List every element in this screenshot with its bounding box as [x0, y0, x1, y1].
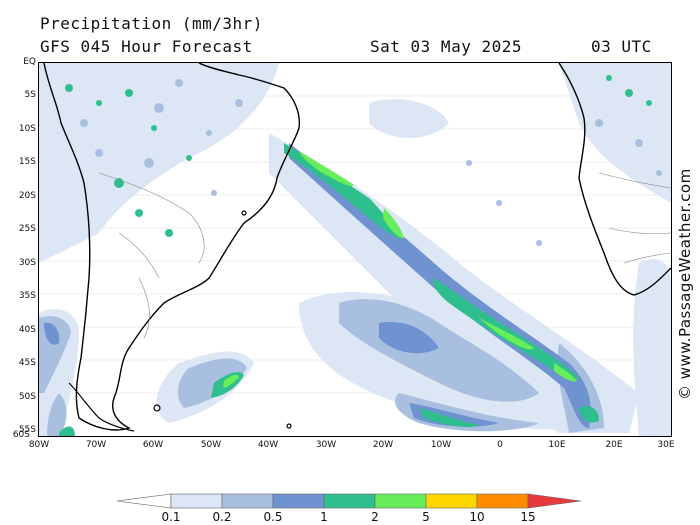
south-america-coastline [43, 63, 301, 431]
colorbar-seg-0 [116, 493, 172, 509]
colorbar-label: 15 [520, 510, 536, 524]
precip-convection [65, 75, 652, 237]
colorbar-label: 0.5 [263, 510, 283, 524]
colorbar-label: 0.2 [212, 510, 232, 524]
islands [68, 210, 292, 432]
lon-label: 70W [85, 440, 107, 450]
lat-label: 55S [18, 425, 36, 435]
forecast-label: GFS 045 Hour Forecast [40, 37, 253, 56]
lon-label: 40W [257, 440, 279, 450]
lat-label: 40S [18, 325, 36, 335]
lat-label: 10S [18, 124, 36, 134]
colorbar-label: 0.1 [161, 510, 181, 524]
lat-label: 60S [12, 430, 30, 440]
colorbar-label: 1 [320, 510, 328, 524]
lat-label: 20S [18, 191, 36, 201]
lon-label: 10W [430, 440, 452, 450]
lon-label: 0 [497, 440, 503, 450]
site-credit: © www.PassageWeather.com [676, 168, 694, 400]
lon-label: 30W [315, 440, 337, 450]
precip-intense [223, 151, 577, 388]
lat-label: 50S [18, 392, 36, 402]
lat-label: 25S [18, 224, 36, 234]
colorbar-seg-5 [374, 493, 427, 509]
map-canvas [39, 63, 671, 436]
colorbar-seg-6 [425, 493, 478, 509]
lon-label: 60W [142, 440, 164, 450]
colorbar-label: 2 [371, 510, 379, 524]
forecast-time: 03 UTC [591, 37, 652, 56]
lon-label: 10E [548, 440, 566, 450]
lat-label: EQ [23, 57, 36, 67]
colorbar-seg-7 [476, 493, 529, 509]
colorbar-seg-1 [170, 493, 223, 509]
lon-label: 50W [200, 440, 222, 450]
colorbar [116, 493, 582, 509]
precipitation-map[interactable] [38, 62, 672, 437]
lat-label: 30S [18, 258, 36, 268]
lon-label: 20E [605, 440, 623, 450]
lon-label: 80W [28, 440, 50, 450]
lon-label: 30E [657, 440, 675, 450]
lat-label: 5S [24, 90, 36, 100]
forecast-date: Sat 03 May 2025 [370, 37, 522, 56]
colorbar-seg-8 [527, 493, 582, 509]
lon-label: 20W [372, 440, 394, 450]
lat-label: 45S [18, 358, 36, 368]
lat-label: 15S [18, 157, 36, 167]
colorbar-label: 5 [422, 510, 430, 524]
lat-label: 35S [18, 291, 36, 301]
colorbar-seg-4 [323, 493, 376, 509]
map-title: Precipitation (mm/3hr) [40, 14, 263, 33]
colorbar-label: 10 [469, 510, 485, 524]
precip-scatter [80, 79, 662, 246]
africa-coastline [558, 63, 671, 296]
colorbar-seg-3 [272, 493, 325, 509]
country-borders [98, 172, 671, 339]
colorbar-seg-2 [221, 493, 274, 509]
